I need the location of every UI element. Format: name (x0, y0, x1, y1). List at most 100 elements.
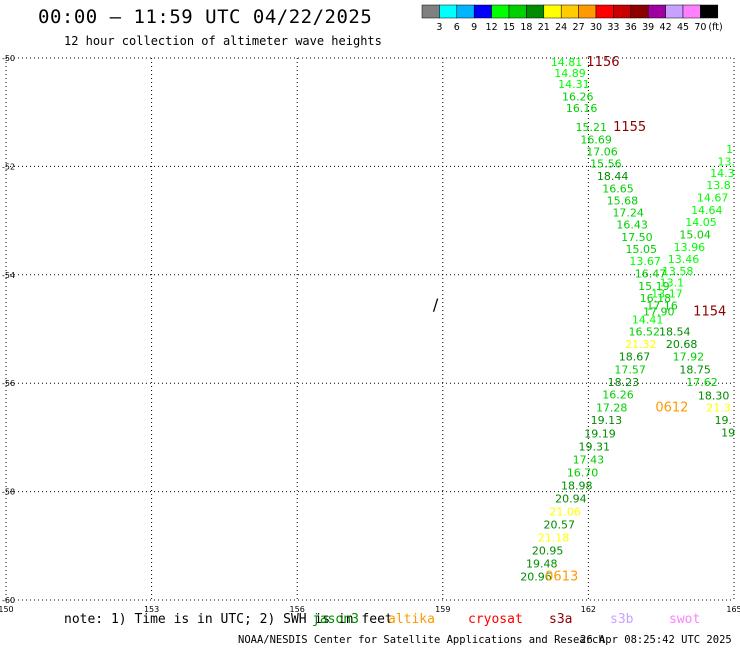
grid (5, 57, 735, 601)
wave-height-point: 16.69 (580, 134, 612, 147)
wave-height-point: 20.95 (532, 544, 564, 557)
wave-height-point: 13.67 (629, 255, 661, 268)
colorbar-label: 36 (625, 22, 637, 33)
wave-height-point: 14.41 (632, 314, 664, 327)
colorbar-swatch (613, 4, 632, 19)
wave-height-point: 16.47 (635, 268, 667, 281)
y-tick-label: -60 (2, 596, 15, 605)
wave-height-point: 16.43 (616, 219, 648, 232)
colorbar-swatch (473, 4, 492, 19)
mission-legend-item: s3b (610, 612, 634, 627)
wave-height-point: 19.48 (526, 557, 558, 570)
wave-height-point: 20.96 (520, 570, 552, 583)
wave-height-point: 17.92 (673, 350, 705, 363)
colorbar-label: 15 (503, 22, 515, 33)
wave-height-point: 13.46 (668, 253, 700, 266)
wave-height-point: 18.44 (597, 170, 629, 183)
mission-legend-item: s3a (549, 612, 573, 627)
wave-height-point: 15.21 (576, 121, 608, 134)
pass-time-label: 1155 (613, 120, 646, 135)
x-tick-label: 159 (435, 605, 450, 614)
wave-height-point: 20.57 (544, 518, 576, 531)
colorbar-swatch (526, 4, 545, 19)
wave-height-point: 17.24 (612, 206, 644, 219)
colorbar-swatch (439, 4, 458, 19)
wave-height-point: 16.65 (602, 182, 634, 195)
wave-height-point: 19.31 (578, 440, 610, 453)
wave-height-point: 13.58 (662, 265, 694, 278)
chart-title: 00:00 – 11:59 UTC 04/22/2025 (38, 6, 373, 28)
pass-time-label: 1156 (586, 55, 619, 70)
wave-height-point: 21.06 (549, 505, 581, 518)
wave-height-point: 15.05 (626, 243, 658, 256)
wave-height-point: 18.98 (561, 479, 593, 492)
colorbar-swatch (508, 4, 527, 19)
colorbar-swatch (595, 4, 614, 19)
colorbar-unit: (ft) (708, 22, 722, 33)
colorbar-label: 3 (436, 22, 442, 33)
wave-height-point: 14.81 (551, 56, 583, 69)
colorbar-swatch (491, 4, 510, 19)
wave-height-point: 18.75 (679, 363, 711, 376)
wave-height-point: 19 (721, 426, 735, 439)
x-tick-label: 153 (144, 605, 159, 614)
data-marker: / (433, 295, 439, 314)
wave-height-point: 13.17 (651, 288, 683, 301)
colorbar-label: 9 (471, 22, 477, 33)
wave-height-point: 14.89 (554, 67, 586, 80)
mission-legend-item: jason3 (312, 612, 359, 627)
wave-height-point: 19.19 (584, 427, 616, 440)
pass-time-label: 0612 (655, 400, 688, 415)
colorbar-label: 30 (590, 22, 602, 33)
x-tick-label: 165 (726, 605, 740, 614)
x-tick-label: 162 (581, 605, 596, 614)
colorbar-label: 18 (520, 22, 532, 33)
axes: 150 153 156 159 162 165 -50 -52 -54 -56 -58 -60 (0, 54, 740, 614)
colorbar-label: 33 (607, 22, 619, 33)
colorbar-legend: 3 6 9 12 15 18 21 24 27 30 33 36 39 42 45 70 (ft) (421, 4, 723, 33)
colorbar-label: 39 (642, 22, 654, 33)
wave-height-point: 13. (717, 155, 735, 168)
wave-height-point: 13.1 (660, 277, 685, 290)
wave-height-point: 16.16 (566, 102, 598, 115)
pass-time-label: 1154 (693, 304, 726, 319)
pass-time-label: 0613 (545, 569, 578, 584)
wave-height-point: 16.26 (562, 90, 594, 103)
colorbar-label: 70 (694, 22, 706, 33)
y-tick-label: -58 (2, 488, 15, 497)
wave-height-point: 19. (715, 414, 733, 427)
wave-height-point: 18.67 (619, 350, 651, 363)
wave-height-point: 16.18 (640, 292, 672, 305)
wave-height-point: 15.19 (638, 280, 670, 293)
wave-height-point: 14.67 (697, 192, 729, 205)
wave-height-point: 17.62 (686, 376, 718, 389)
wave-height-point: 20.68 (666, 338, 698, 351)
wave-height-point: 15.56 (590, 157, 622, 170)
credit-text: NOAA/NESDIS Center for Satellite Applica… (238, 634, 605, 646)
wave-height-point: 14.3 (710, 167, 735, 180)
wave-height-point: 1 (726, 143, 733, 156)
wave-height-point: 17.28 (596, 401, 628, 414)
wave-height-point: 17.06 (586, 146, 618, 159)
wave-height-point: 13.96 (674, 241, 706, 254)
wave-height-point: 15.68 (607, 194, 639, 207)
colorbar-swatch (682, 4, 701, 19)
generated-timestamp: 26 Apr 08:25:42 UTC 2025 (580, 634, 732, 646)
wave-height-point: 16.26 (602, 388, 634, 401)
chart-subtitle: 12 hour collection of altimeter wave hei… (64, 34, 382, 48)
wave-height-point: 15.04 (679, 228, 711, 241)
footer-note: note: 1) Time is in UTC; 2) SWH is in fe… (64, 612, 393, 627)
wave-height-point: 18.54 (659, 326, 691, 339)
wave-height-point: 20.94 (555, 492, 587, 505)
mission-legend-item: swot (669, 612, 701, 627)
wave-height-point: 18.23 (608, 376, 640, 389)
colorbar-swatch (700, 4, 719, 19)
wave-height-point: 13.8 (706, 179, 731, 192)
colorbar-swatch (560, 4, 579, 19)
wave-height-point: 21.32 (625, 338, 657, 351)
colorbar-swatch (665, 4, 684, 19)
wave-height-point: 17.90 (643, 305, 675, 318)
wave-height-point: 18.30 (698, 389, 730, 402)
colorbar-swatch (647, 4, 666, 19)
wave-height-point: 17.16 (646, 299, 678, 312)
